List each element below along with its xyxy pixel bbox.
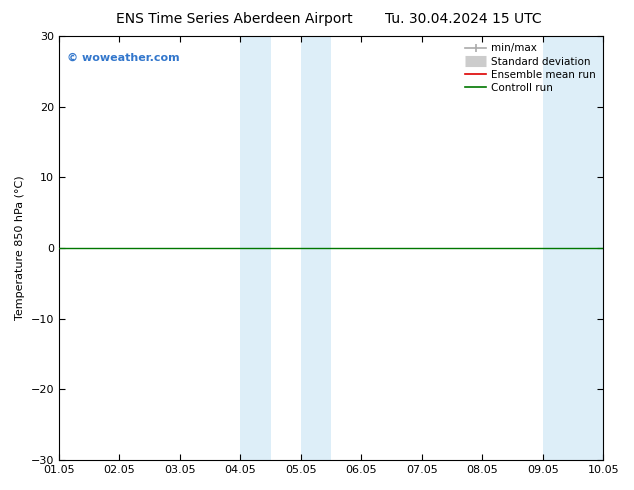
Bar [543, 36, 573, 460]
Legend: min/max, Standard deviation, Ensemble mean run, Controll run: min/max, Standard deviation, Ensemble me… [461, 39, 600, 97]
Bar [240, 36, 271, 460]
Text: ENS Time Series Aberdeen Airport: ENS Time Series Aberdeen Airport [116, 12, 353, 26]
Bar [301, 36, 331, 460]
Text: Tu. 30.04.2024 15 UTC: Tu. 30.04.2024 15 UTC [384, 12, 541, 26]
Text: © woweather.com: © woweather.com [67, 53, 179, 63]
Y-axis label: Temperature 850 hPa (°C): Temperature 850 hPa (°C) [15, 176, 25, 320]
Bar [573, 36, 603, 460]
